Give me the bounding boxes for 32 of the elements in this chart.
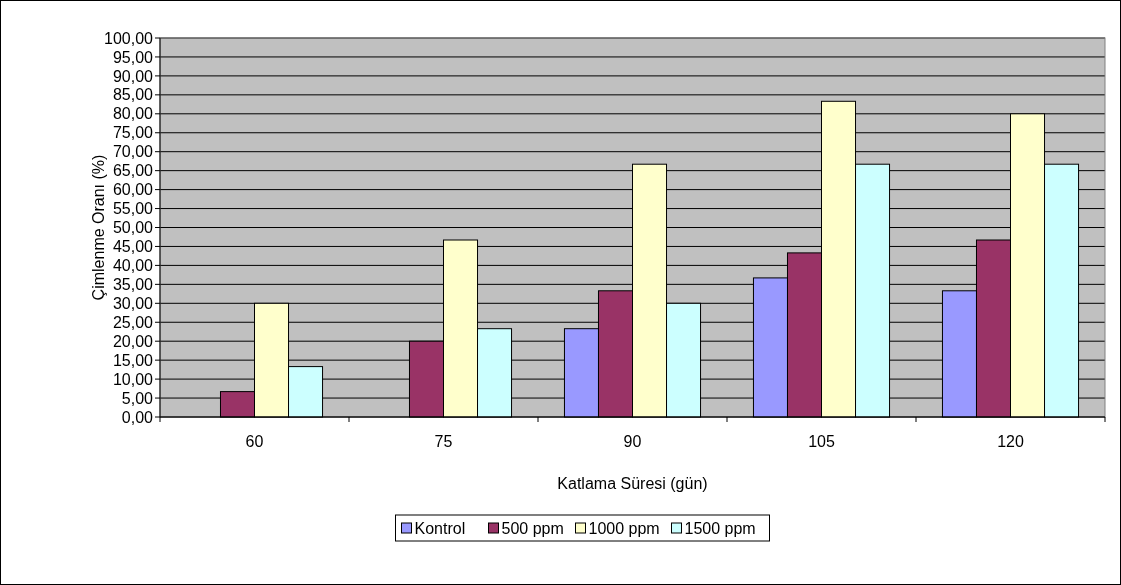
x-tick-label: 90 — [623, 433, 642, 450]
y-tick-label: 50,00 — [112, 219, 154, 237]
y-tick-label: 25,00 — [112, 313, 154, 331]
legend-label: Kontrol — [414, 519, 466, 537]
legend-label: 500 ppm — [501, 519, 564, 537]
y-tick-label: 15,00 — [112, 351, 154, 369]
y-tick-label: 65,00 — [112, 162, 154, 180]
y-tick-label: 30,00 — [112, 294, 154, 312]
x-axis-title: Katlama Süresi (gün) — [557, 475, 708, 492]
y-tick-label: 40,00 — [112, 257, 154, 274]
y-tick-label: 0,00 — [121, 408, 154, 426]
y-tick-label: 45,00 — [112, 238, 154, 256]
x-tick-label: 120 — [997, 433, 1024, 450]
y-tick-label: 35,00 — [112, 275, 154, 293]
y-tick-label: 85,00 — [112, 86, 154, 104]
y-tick-label: 90,00 — [112, 67, 154, 85]
y-tick-label: 95,00 — [112, 48, 154, 66]
y-tick-label: 80,00 — [112, 105, 154, 123]
y-tick-label: 70,00 — [112, 143, 154, 161]
y-tick-label: 100,00 — [104, 29, 154, 47]
x-tick-label: 60 — [245, 433, 264, 450]
y-axis-title: Çimlenme Oranı (%) — [90, 154, 107, 301]
y-tick-label: 60,00 — [112, 181, 154, 199]
y-tick-label: 75,00 — [112, 124, 154, 142]
y-tick-label: 10,00 — [112, 370, 154, 388]
x-tick-label: 105 — [808, 433, 835, 450]
legend-label: 1500 ppm — [684, 519, 756, 537]
y-tick-label: 5,00 — [121, 389, 154, 407]
y-tick-label: 55,00 — [112, 200, 154, 218]
legend-label: 1000 ppm — [588, 519, 660, 537]
y-tick-label: 20,00 — [112, 332, 154, 350]
x-tick-label: 75 — [434, 433, 453, 450]
